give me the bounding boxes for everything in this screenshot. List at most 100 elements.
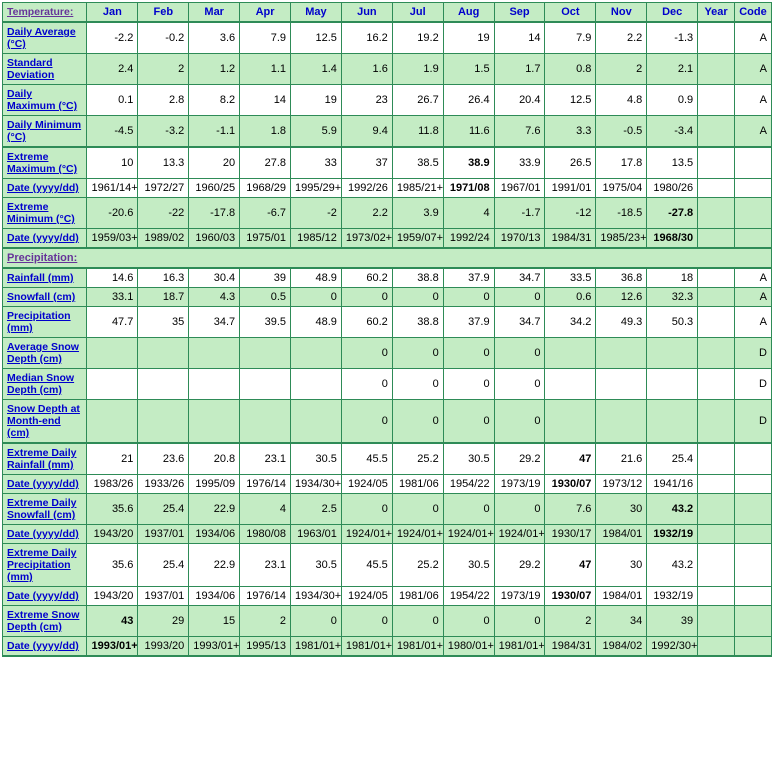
year-cell [698, 525, 735, 544]
year-cell [698, 307, 735, 338]
data-cell: 1980/08 [240, 525, 291, 544]
row-label: Date (yyyy/dd) [3, 475, 87, 494]
row-label-link[interactable]: Snowfall (cm) [7, 291, 75, 303]
data-cell: 23.1 [240, 443, 291, 475]
data-cell: 0 [494, 606, 545, 637]
data-cell: 23.1 [240, 544, 291, 587]
data-cell: 34.7 [189, 307, 240, 338]
year-cell [698, 494, 735, 525]
data-row: Extreme Snow Depth (cm)43291520000023439 [3, 606, 772, 637]
row-label-link[interactable]: Median Snow Depth (cm) [7, 372, 74, 396]
row-label-link[interactable]: Standard Deviation [7, 57, 54, 81]
data-cell: 1932/19 [647, 525, 698, 544]
row-label-link[interactable]: Extreme Minimum (°C) [7, 201, 75, 225]
data-cell: 0 [392, 338, 443, 369]
row-label-link[interactable]: Daily Average (°C) [7, 26, 76, 50]
data-cell: 1975/01 [240, 229, 291, 249]
data-cell: 0.1 [87, 85, 138, 116]
data-cell: 1934/30+ [291, 475, 342, 494]
row-label-link[interactable]: Rainfall (mm) [7, 272, 74, 284]
data-cell: 1973/02+ [341, 229, 392, 249]
row-label-link[interactable]: Date (yyyy/dd) [7, 640, 79, 652]
data-cell: 1993/01+ [87, 637, 138, 657]
data-cell: 23 [341, 85, 392, 116]
data-cell: 29 [138, 606, 189, 637]
year-cell [698, 85, 735, 116]
data-cell [240, 369, 291, 400]
data-cell: 16.2 [341, 22, 392, 54]
data-cell [647, 400, 698, 444]
data-cell: 38.5 [392, 147, 443, 179]
row-label-link[interactable]: Daily Minimum (°C) [7, 119, 81, 143]
data-cell: 35.6 [87, 494, 138, 525]
data-cell: -22 [138, 198, 189, 229]
data-cell: 39 [240, 268, 291, 288]
data-cell: 1981/06 [392, 475, 443, 494]
data-cell: 1984/31 [545, 637, 596, 657]
data-cell: 1970/13 [494, 229, 545, 249]
data-cell: 21 [87, 443, 138, 475]
data-cell [291, 400, 342, 444]
row-label-link[interactable]: Date (yyyy/dd) [7, 182, 79, 194]
code-cell [734, 179, 771, 198]
data-cell: 1992/26 [341, 179, 392, 198]
row-label-link[interactable]: Snow Depth at Month-end (cm) [7, 403, 80, 439]
data-cell: 2.2 [341, 198, 392, 229]
data-cell: 0 [291, 288, 342, 307]
row-label: Daily Minimum (°C) [3, 116, 87, 148]
code-cell: D [734, 400, 771, 444]
data-cell: -18.5 [596, 198, 647, 229]
data-row: Date (yyyy/dd)1961/14+1972/271960/251968… [3, 179, 772, 198]
row-label-link[interactable]: Average Snow Depth (cm) [7, 341, 79, 365]
data-cell: -0.2 [138, 22, 189, 54]
data-cell: 19 [291, 85, 342, 116]
data-cell [596, 400, 647, 444]
row-label-link[interactable]: Extreme Snow Depth (cm) [7, 609, 79, 633]
data-cell: 29.2 [494, 544, 545, 587]
code-cell [734, 229, 771, 249]
data-cell: 2.1 [647, 54, 698, 85]
data-cell: 22.9 [189, 494, 240, 525]
row-label: Extreme Maximum (°C) [3, 147, 87, 179]
row-label: Extreme Snow Depth (cm) [3, 606, 87, 637]
row-label-link[interactable]: Extreme Maximum (°C) [7, 151, 77, 175]
data-cell: 0 [291, 606, 342, 637]
data-cell: 1934/06 [189, 525, 240, 544]
data-cell: 1.4 [291, 54, 342, 85]
data-cell: 1937/01 [138, 587, 189, 606]
row-label-link[interactable]: Extreme Daily Precipitation (mm) [7, 547, 76, 583]
data-cell: -1.1 [189, 116, 240, 148]
row-label-link[interactable]: Daily Maximum (°C) [7, 88, 77, 112]
row-label-link[interactable]: Precipitation (mm) [7, 310, 71, 334]
data-cell: 1976/14 [240, 475, 291, 494]
data-cell: 4.3 [189, 288, 240, 307]
data-cell: 7.6 [545, 494, 596, 525]
data-cell: -2.2 [87, 22, 138, 54]
row-label-link[interactable]: Extreme Daily Snowfall (cm) [7, 497, 76, 521]
data-cell: 1.7 [494, 54, 545, 85]
data-cell: 1984/02 [596, 637, 647, 657]
row-label-link[interactable]: Date (yyyy/dd) [7, 590, 79, 602]
data-cell: 1993/01+ [189, 637, 240, 657]
row-label-link[interactable]: Extreme Daily Rainfall (mm) [7, 447, 76, 471]
data-cell: 1924/05 [341, 475, 392, 494]
data-cell: 1967/01 [494, 179, 545, 198]
data-cell: 30.5 [291, 443, 342, 475]
data-cell: 0 [341, 400, 392, 444]
code-cell: A [734, 307, 771, 338]
data-cell: -1.3 [647, 22, 698, 54]
data-cell [545, 400, 596, 444]
row-label-link[interactable]: Date (yyyy/dd) [7, 528, 79, 540]
row-label-link[interactable]: Date (yyyy/dd) [7, 478, 79, 490]
data-cell: 30 [596, 544, 647, 587]
data-cell: 1981/01+ [392, 637, 443, 657]
data-cell: 1973/19 [494, 475, 545, 494]
data-cell: 38.8 [392, 268, 443, 288]
data-cell [189, 338, 240, 369]
data-cell [189, 400, 240, 444]
data-cell: 12.5 [545, 85, 596, 116]
row-label-link[interactable]: Date (yyyy/dd) [7, 232, 79, 244]
data-cell: 1960/03 [189, 229, 240, 249]
data-cell: 0 [443, 494, 494, 525]
data-cell: 34.7 [494, 268, 545, 288]
